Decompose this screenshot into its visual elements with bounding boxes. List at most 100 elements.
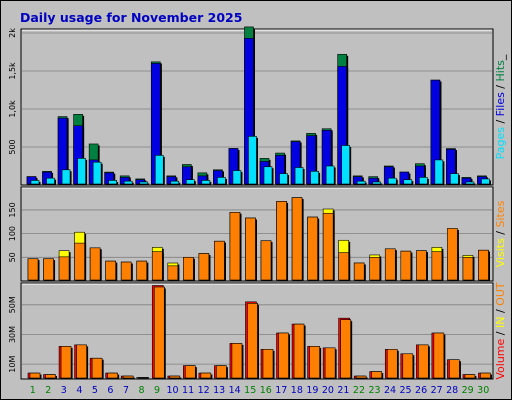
bar-sites-day-8 <box>137 261 147 280</box>
legend-part: _ <box>494 54 507 61</box>
legend-label: Visits / Sites <box>494 200 507 267</box>
legend-part: Visits <box>494 238 507 267</box>
bar-sites-day-3 <box>59 257 69 280</box>
chart-title: Daily usage for November 2025 <box>20 10 242 25</box>
bar-sites-day-4 <box>75 243 85 280</box>
bar-out-day-9 <box>154 287 164 378</box>
bar-sites-day-22 <box>354 263 364 280</box>
bar-pages-day-5 <box>93 162 101 184</box>
bar-sites-day-30 <box>478 250 488 280</box>
bar-pages-day-4 <box>78 158 86 184</box>
bar-pages-day-14 <box>233 171 241 184</box>
bar-sites-day-17 <box>277 201 287 280</box>
bar-pages-day-6 <box>109 180 117 184</box>
x-tick-label: 28 <box>446 385 458 396</box>
bar-pages-day-19 <box>311 171 319 184</box>
x-tick-label: 8 <box>138 385 144 396</box>
y-tick-label: 50M <box>8 296 17 313</box>
bar-sites-day-23 <box>370 257 380 280</box>
bar-out-day-17 <box>279 333 289 378</box>
y-tick-label: 500 <box>8 139 17 154</box>
bar-sites-day-18 <box>292 198 302 280</box>
bar-pages-day-21 <box>342 145 350 184</box>
legend-part: Hits <box>494 60 507 82</box>
bar-sites-day-10 <box>168 266 178 280</box>
legend-part: / <box>494 328 507 339</box>
bar-out-day-23 <box>372 372 382 378</box>
bar-sites-day-11 <box>183 257 193 280</box>
bar-out-day-7 <box>123 376 133 378</box>
x-tick-label: 14 <box>229 385 241 396</box>
bar-out-day-10 <box>170 376 180 378</box>
legend-part: Pages <box>494 127 507 160</box>
bar-out-day-15 <box>247 303 257 378</box>
bar-sites-day-2 <box>44 259 54 280</box>
bar-out-day-11 <box>185 366 195 378</box>
bar-out-day-21 <box>341 320 351 378</box>
legend-part: Sites <box>494 200 507 227</box>
x-tick-label: 3 <box>61 385 67 396</box>
x-tick-label: 6 <box>107 385 113 396</box>
y-tick-label: 50 <box>8 252 17 262</box>
x-tick-label: 30 <box>477 385 489 396</box>
bar-out-day-12 <box>201 373 211 378</box>
x-tick-label: 11 <box>182 385 194 396</box>
bar-pages-day-3 <box>62 170 70 184</box>
legend-part: Volume <box>494 338 507 379</box>
y-tick-label: 2k <box>8 28 17 38</box>
bar-pages-day-17 <box>280 174 288 184</box>
bar-sites-day-15 <box>245 218 255 280</box>
legend-part: / <box>494 116 507 127</box>
x-tick-label: 5 <box>92 385 98 396</box>
bar-pages-day-20 <box>326 166 334 184</box>
bar-sites-day-19 <box>308 217 318 280</box>
x-tick-label: 18 <box>291 385 303 396</box>
bar-sites-day-28 <box>447 228 457 280</box>
bar-out-day-28 <box>449 360 459 378</box>
bar-pages-day-8 <box>140 182 148 184</box>
bar-sites-day-25 <box>401 251 411 280</box>
bar-out-day-5 <box>92 358 102 378</box>
x-tick-label: 4 <box>76 385 82 396</box>
bar-pages-day-15 <box>248 136 256 184</box>
bar-sites-day-1 <box>28 259 38 280</box>
bar-sites-day-6 <box>106 261 116 280</box>
bar-sites-day-29 <box>463 257 473 280</box>
bar-sites-day-24 <box>385 249 395 280</box>
x-tick-label: 16 <box>260 385 272 396</box>
x-tick-label: 2 <box>45 385 51 396</box>
x-tick-label: 24 <box>384 385 396 396</box>
bar-pages-day-1 <box>31 180 39 184</box>
bar-out-day-29 <box>465 375 475 378</box>
bar-pages-day-25 <box>404 180 412 184</box>
x-tick-label: 10 <box>167 385 179 396</box>
bar-pages-day-27 <box>435 160 443 184</box>
bar-pages-day-23 <box>373 182 381 184</box>
y-tick-label: 10M <box>8 356 17 373</box>
bar-pages-day-12 <box>202 180 210 184</box>
bar-out-day-30 <box>480 373 490 378</box>
x-tick-label: 27 <box>431 385 443 396</box>
bar-sites-day-27 <box>432 252 442 280</box>
bar-sites-day-20 <box>323 213 333 280</box>
bar-out-day-14 <box>232 343 242 378</box>
x-tick-label: 1 <box>30 385 36 396</box>
bar-out-day-20 <box>325 348 335 378</box>
bar-sites-day-16 <box>261 241 271 280</box>
bar-out-day-22 <box>356 376 366 378</box>
bar-out-day-13 <box>216 366 226 378</box>
bar-pages-day-26 <box>419 177 427 184</box>
bar-pages-day-7 <box>124 181 132 184</box>
bar-pages-day-2 <box>47 178 55 184</box>
bar-out-day-16 <box>263 349 273 378</box>
bar-out-day-4 <box>77 345 87 378</box>
bar-pages-day-18 <box>295 168 303 184</box>
bar-pages-day-9 <box>155 155 163 184</box>
legend-part: Files <box>494 92 507 116</box>
legend-part: / <box>494 227 507 238</box>
bar-sites-day-5 <box>90 248 100 280</box>
x-tick-label: 20 <box>322 385 334 396</box>
bar-out-day-2 <box>46 375 56 378</box>
